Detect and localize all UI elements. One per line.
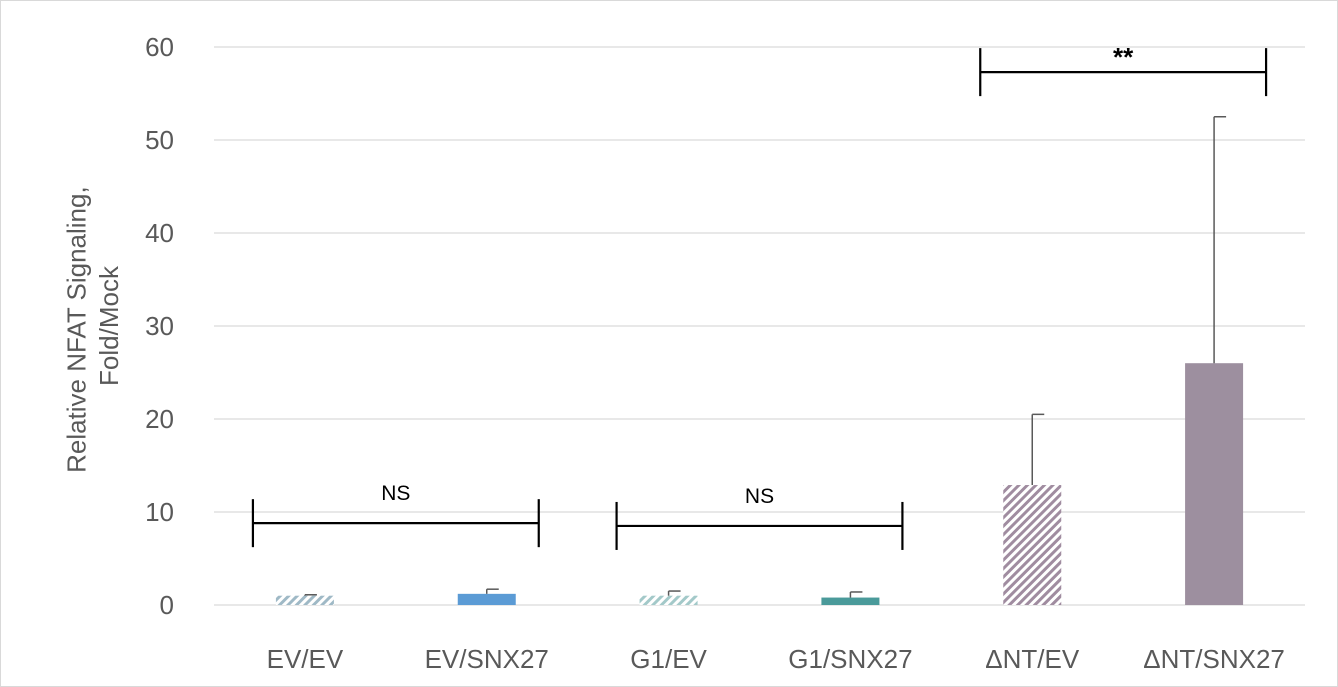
y-axis-title-line-2: Fold/Mock	[94, 265, 124, 386]
y-axis-title: Relative NFAT Signaling, Fold/Mock	[61, 179, 124, 473]
significance-label: **	[1113, 42, 1134, 72]
x-tick-label: EV/EV	[267, 644, 344, 674]
bar	[639, 595, 698, 605]
bar	[457, 593, 516, 605]
y-axis: 0 10 20 30 40 50 60	[145, 32, 174, 620]
bar	[275, 595, 334, 605]
x-tick-label: ΔNT/SNX27	[1143, 644, 1285, 674]
y-axis-title-line-1: Relative NFAT Signaling,	[61, 186, 91, 473]
x-tick-label: ΔNT/EV	[985, 644, 1080, 674]
y-tick-label: 20	[145, 404, 174, 434]
bar	[1185, 363, 1244, 605]
x-tick-label: G1/EV	[630, 644, 707, 674]
bar	[1003, 485, 1062, 605]
gridlines	[214, 46, 1305, 606]
significance-brackets: NS NS **	[251, 42, 1268, 550]
y-tick-label: 50	[145, 125, 174, 155]
y-tick-label: 30	[145, 311, 174, 341]
x-tick-label: EV/SNX27	[425, 644, 549, 674]
x-axis: EV/EV EV/SNX27 G1/EV G1/SNX27 ΔNT/EV ΔNT/SNX2…	[267, 644, 1285, 674]
significance-label: NS	[381, 482, 410, 505]
x-tick-label: G1/SNX27	[788, 644, 912, 674]
y-tick-label: 10	[145, 497, 174, 527]
y-tick-label: 0	[160, 590, 174, 620]
error-bars	[304, 116, 1227, 598]
y-tick-label: 40	[145, 218, 174, 248]
bar	[821, 597, 880, 605]
y-tick-label: 60	[145, 32, 174, 62]
bars	[275, 363, 1244, 605]
significance-label: NS	[745, 485, 774, 508]
